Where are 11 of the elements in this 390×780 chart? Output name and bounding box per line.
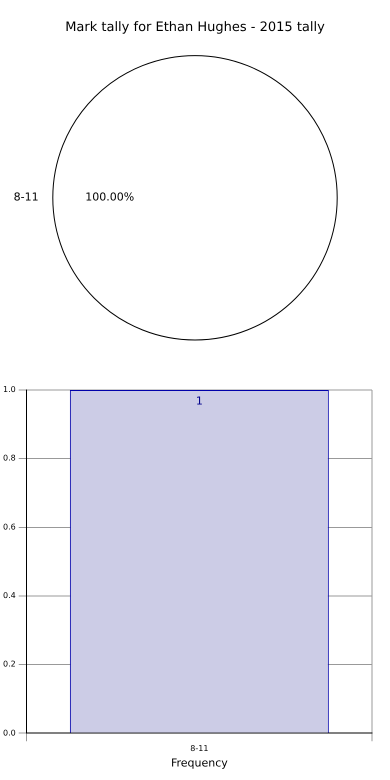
y-tick-label: 0.2 — [2, 660, 16, 669]
y-tick-label: 0.6 — [2, 522, 16, 532]
data-label: 1 — [196, 394, 203, 408]
y-tick-label: 0.8 — [2, 454, 16, 463]
y-tick-label: 1.0 — [2, 385, 16, 394]
data-label: 100.00% — [85, 190, 134, 204]
x-axis-title: Frequency — [170, 756, 228, 770]
chart-title: Mark tally for Ethan Hughes - 2015 tally — [65, 20, 326, 36]
slice-label: 8-11 — [14, 190, 39, 204]
y-tick-label: 0.4 — [2, 591, 16, 600]
y-tick-label: 0.0 — [2, 728, 16, 738]
